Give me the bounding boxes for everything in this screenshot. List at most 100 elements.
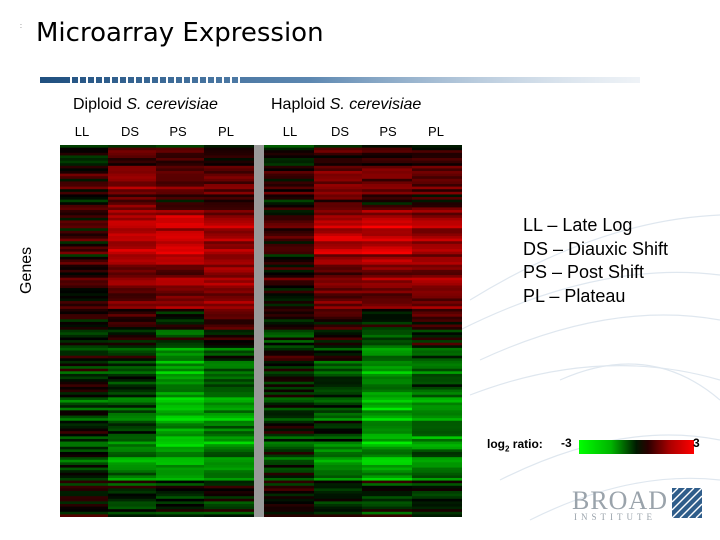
expression-heatmap [60, 145, 462, 517]
heatmap-cell [108, 308, 156, 313]
heatmap-cell [314, 498, 362, 502]
heatmap-cell [314, 462, 362, 466]
heatmap-cell [314, 436, 362, 440]
legend-item-ps: PS – Post Shift [523, 262, 645, 282]
heatmap-cell [314, 184, 362, 188]
heatmap-cell [362, 462, 412, 466]
heatmap-cell [362, 233, 412, 237]
heatmap-cell [156, 246, 204, 250]
heatmap-cell [108, 457, 156, 461]
heatmap-cell [314, 381, 362, 385]
heatmap-cell [314, 366, 362, 370]
heatmap-cell [412, 298, 462, 302]
heatmap-cell [60, 511, 108, 515]
heatmap-cell [314, 199, 362, 203]
heatmap-cell [412, 316, 462, 320]
heatmap-cell [60, 155, 108, 159]
heatmap-cell [204, 449, 254, 453]
heatmap-cell [412, 264, 462, 268]
heatmap-cell [314, 173, 362, 177]
heatmap-cell [264, 306, 314, 310]
heatmap-cell [264, 412, 314, 417]
heatmap-cell [362, 184, 412, 188]
heatmap-cell [264, 503, 314, 508]
heatmap-cell [204, 506, 254, 510]
heatmap-cell [156, 379, 204, 383]
heatmap-cell [204, 259, 254, 263]
heatmap-cell [362, 472, 412, 476]
heatmap-cell [156, 410, 204, 414]
heatmap-cell [156, 389, 204, 393]
heatmap-cell [264, 423, 314, 427]
heatmap-cell [362, 246, 412, 250]
heatmap-cell [362, 241, 412, 245]
heatmap-cell [314, 475, 362, 479]
heatmap-cell [362, 262, 412, 266]
heatmap-cell [264, 254, 314, 258]
heatmap-cell [204, 472, 254, 476]
heatmap-cell [204, 412, 254, 417]
heatmap-cell [412, 168, 462, 172]
heatmap-cell [108, 233, 156, 237]
heatmap-cell [60, 373, 108, 378]
heatmap-cell [362, 493, 412, 497]
heatmap-cell [204, 199, 254, 203]
heatmap-cell [412, 397, 462, 401]
heatmap-cell [264, 376, 314, 380]
heatmap-cell [264, 389, 314, 393]
heatmap-cell [314, 368, 362, 372]
heatmap-cell [314, 472, 362, 476]
heatmap-cell [156, 488, 204, 492]
heatmap-cell [60, 503, 108, 508]
heatmap-cell [264, 204, 314, 209]
heatmap-cell [108, 202, 156, 206]
heatmap-cell [264, 272, 314, 276]
heatmap-cell [60, 394, 108, 398]
heatmap-cell [264, 394, 314, 398]
heatmap-cell [60, 366, 108, 370]
heatmap-cell [108, 433, 156, 437]
heatmap-cell [362, 433, 412, 437]
column-label-diploid-pl: PL [218, 124, 234, 139]
heatmap-cell [314, 204, 362, 209]
heatmap-cell [108, 163, 156, 167]
heatmap-cell [60, 368, 108, 372]
heatmap-cell [314, 225, 362, 229]
heatmap-cell [264, 431, 314, 435]
heatmap-cell [60, 202, 108, 206]
heatmap-cell [156, 340, 204, 344]
heatmap-cell [108, 373, 156, 378]
heatmap-cell [156, 197, 204, 201]
heatmap-cell [108, 347, 156, 352]
heatmap-cell [412, 295, 462, 300]
heatmap-cell [156, 176, 204, 180]
heatmap-cell [156, 454, 204, 458]
heatmap-cell [412, 189, 462, 193]
heatmap-cell [156, 384, 204, 388]
heatmap-cell [108, 298, 156, 302]
heatmap-cell [412, 194, 462, 198]
heatmap-cell [314, 511, 362, 515]
heatmap-cell [362, 288, 412, 292]
heatmap-cell [156, 230, 204, 235]
heatmap-cell [204, 337, 254, 341]
heatmap-cell [108, 480, 156, 484]
heatmap-cell [60, 306, 108, 310]
heatmap-cell [204, 251, 254, 255]
heatmap-cell [108, 415, 156, 419]
heatmap-cell [108, 210, 156, 214]
heatmap-cell [204, 405, 254, 409]
heatmap-cell [156, 275, 204, 279]
heatmap-cell [264, 269, 314, 274]
heatmap-cell [204, 165, 254, 170]
heatmap-cell [264, 285, 314, 289]
heatmap-cell [156, 147, 204, 151]
heatmap-cell [108, 506, 156, 510]
legend-item-ll: LL – Late Log [523, 215, 633, 235]
heatmap-cell [412, 381, 462, 385]
heatmap-cell [156, 217, 204, 222]
heatmap-cell [264, 327, 314, 331]
heatmap-cell [60, 173, 108, 177]
heatmap-cell [108, 334, 156, 339]
heatmap-cell [412, 243, 462, 248]
